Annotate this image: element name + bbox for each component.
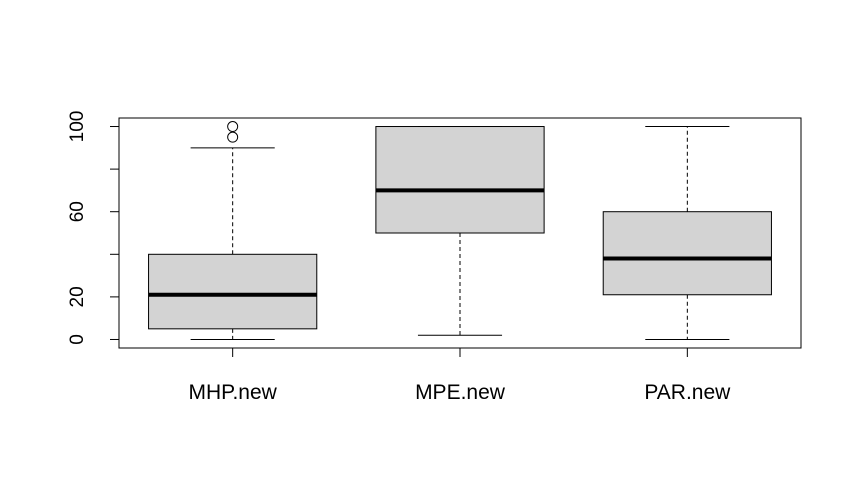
outlier-point	[227, 121, 239, 133]
y-tick-label: 20	[67, 286, 88, 307]
x-category-label: MHP.new	[189, 381, 278, 404]
iqr-box	[375, 126, 545, 234]
box-par-new	[602, 126, 772, 340]
y-axis: 0 20 60 100	[67, 111, 120, 345]
x-category-label: PAR.new	[644, 381, 731, 404]
y-tick-label: 100	[67, 111, 88, 143]
iqr-box	[602, 211, 772, 296]
y-tick-label: 0	[67, 334, 88, 345]
outlier-point	[227, 131, 239, 143]
boxes-layer	[148, 121, 772, 340]
box-mhp-new	[148, 121, 318, 340]
x-axis: MHP.new MPE.new PAR.new	[189, 348, 731, 404]
y-tick-label: 60	[67, 201, 88, 222]
box-mpe-new	[375, 126, 545, 336]
iqr-box	[148, 253, 318, 330]
x-category-label: MPE.new	[415, 381, 506, 404]
